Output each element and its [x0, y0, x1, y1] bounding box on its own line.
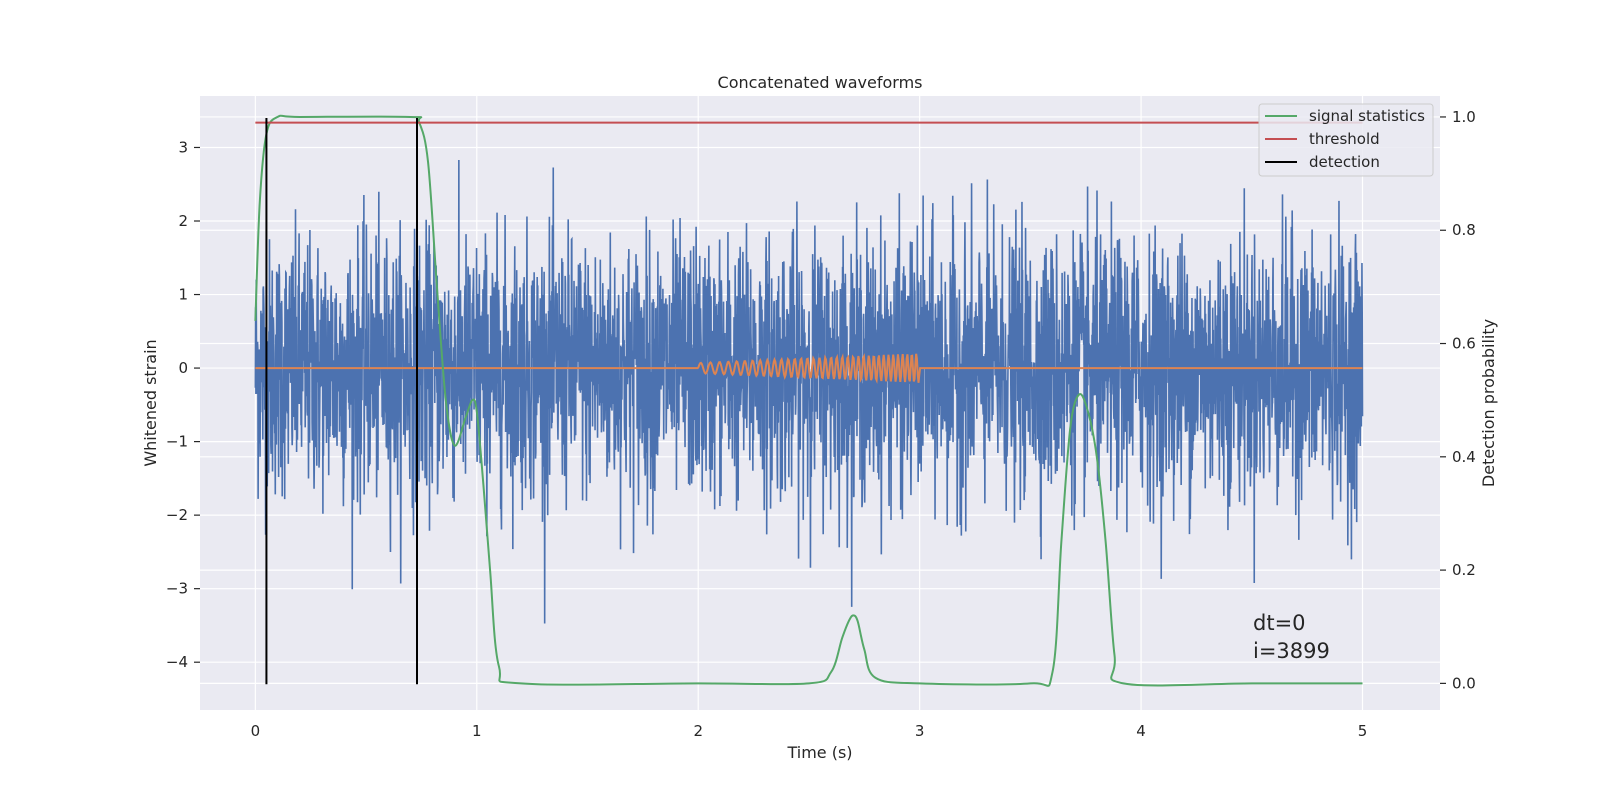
- x-tick-label: 0: [251, 722, 261, 740]
- series-layer: [254, 114, 1364, 687]
- y-tick-label: −3: [166, 580, 188, 598]
- x-axis-label: Time (s): [786, 743, 852, 762]
- y-tick-label: 2: [178, 212, 188, 230]
- y2-tick-label: 0.2: [1452, 561, 1476, 579]
- x-tick-label: 4: [1136, 722, 1146, 740]
- axis-ticks: 0 1 2 3 4 5 −4 −3 −2 −1 0 1 2 3 0.0 0.2 0.4 0.6 0.8 1.0: [166, 108, 1476, 740]
- y-axis-label: Whitened strain: [141, 339, 160, 466]
- y-tick-label: 3: [178, 138, 188, 156]
- y-tick-label: −4: [166, 653, 188, 671]
- y-tick-label: −1: [166, 433, 188, 451]
- strain-series-line: [254, 159, 1364, 624]
- y2-tick-label: 0.4: [1452, 448, 1476, 466]
- x-tick-label: 3: [915, 722, 925, 740]
- chart-title: Concatenated waveforms: [718, 73, 923, 92]
- legend-label-threshold: threshold: [1309, 130, 1380, 148]
- legend-box: [1258, 103, 1434, 177]
- y-tick-label: 1: [178, 286, 188, 304]
- legend-label-detection: detection: [1309, 153, 1380, 171]
- y2-tick-label: 0.0: [1452, 674, 1476, 692]
- injection-series-line: [255, 353, 1363, 384]
- annotation-dt: dt=0: [1253, 611, 1306, 635]
- x-tick-label: 5: [1358, 722, 1368, 740]
- signal-statistics-line: [254, 114, 1363, 687]
- x-tick-label: 1: [472, 722, 482, 740]
- y2-tick-label: 0.8: [1452, 221, 1476, 239]
- annotation-index: i=3899: [1253, 639, 1330, 663]
- y2-tick-label: 0.6: [1452, 335, 1476, 353]
- y-tick-label: −2: [166, 506, 188, 524]
- y2-tick-label: 1.0: [1452, 108, 1476, 126]
- y2-axis-label: Detection probability: [1479, 319, 1498, 487]
- x-tick-label: 2: [693, 722, 703, 740]
- y-tick-label: 0: [178, 359, 188, 377]
- legend-label-signal-statistics: signal statistics: [1309, 107, 1425, 125]
- legend: signal statistics threshold detection: [1258, 103, 1434, 177]
